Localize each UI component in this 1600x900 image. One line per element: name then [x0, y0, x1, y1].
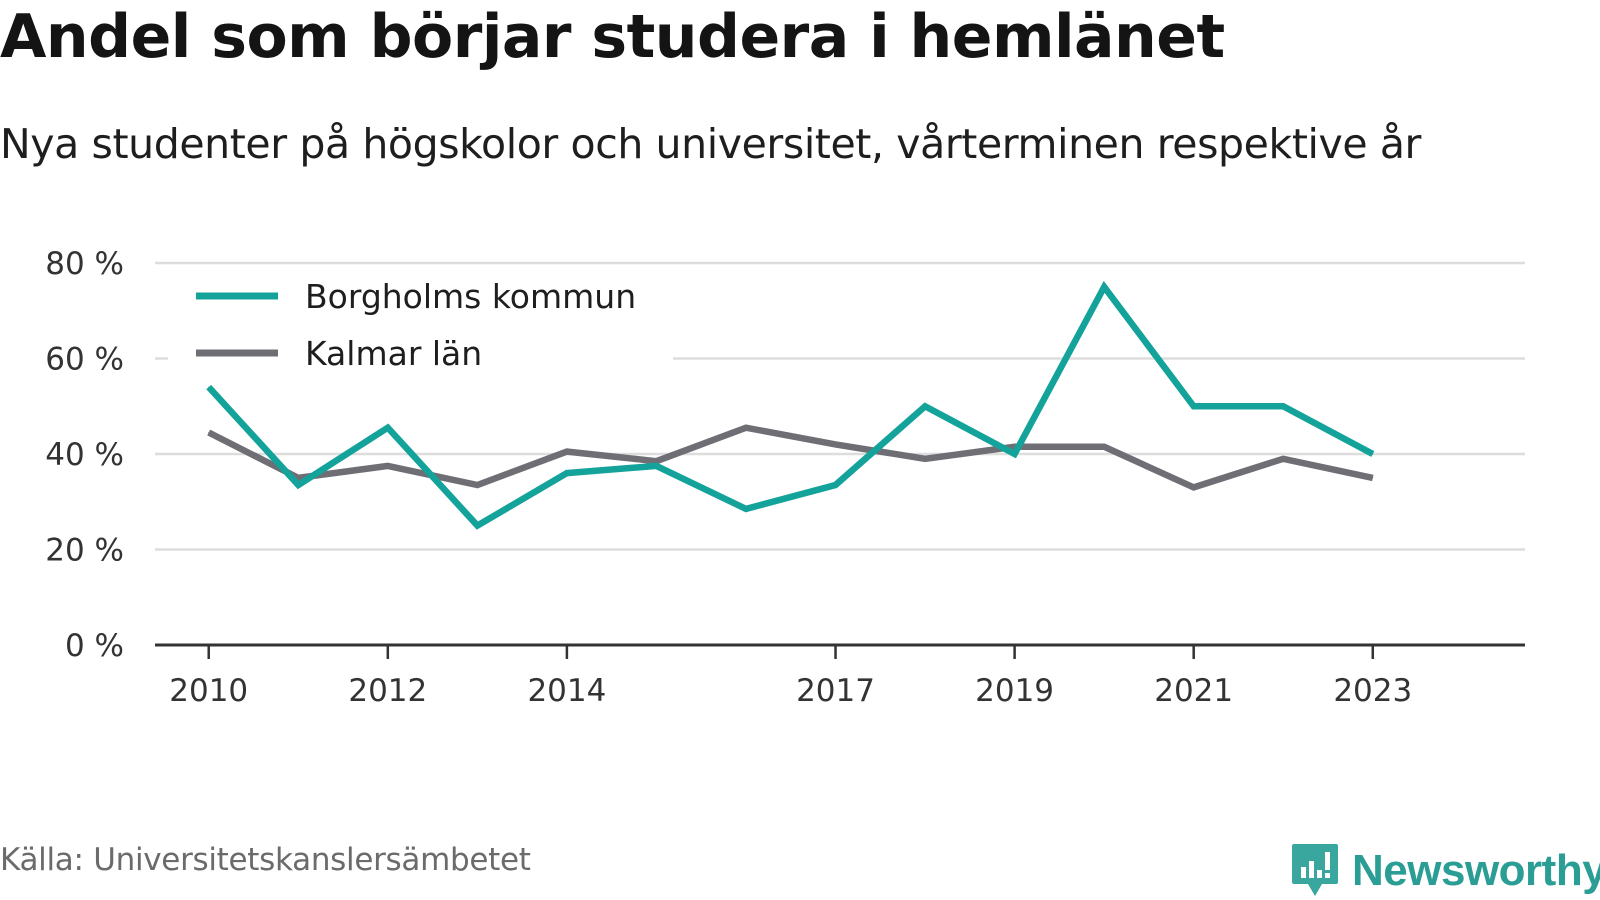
y-tick-label: 80 %	[45, 246, 124, 282]
data-point	[297, 477, 299, 479]
legend-label-borgholm: Borgholms kommun	[305, 277, 636, 316]
data-point	[1103, 286, 1105, 288]
data-point	[476, 484, 478, 486]
data-point	[566, 451, 568, 453]
x-tick-label: 2012	[348, 673, 427, 709]
data-point	[1282, 458, 1284, 460]
x-axis-ticks: 2010 2012 2014 2017 2019 2021 2023	[169, 645, 1412, 709]
data-point	[476, 525, 478, 527]
y-tick-label: 20 %	[45, 533, 124, 569]
data-point	[1372, 477, 1374, 479]
y-tick-label: 0 %	[65, 628, 124, 664]
chart-subtitle: Nya studenter på högskolor och universit…	[0, 120, 1421, 168]
data-point	[208, 386, 210, 388]
data-point	[924, 458, 926, 460]
data-point	[745, 427, 747, 429]
x-tick-label: 2014	[527, 673, 606, 709]
newsworthy-icon	[1292, 844, 1338, 896]
y-axis-ticks: 0 % 20 % 40 % 60 % 80 %	[45, 246, 124, 664]
data-point	[387, 465, 389, 467]
data-point	[1193, 486, 1195, 488]
data-point	[655, 465, 657, 467]
data-point	[387, 427, 389, 429]
data-point	[208, 432, 210, 434]
data-point	[1103, 446, 1105, 448]
y-tick-label: 60 %	[45, 342, 124, 378]
data-point	[1014, 453, 1016, 455]
data-point	[835, 443, 837, 445]
data-point	[745, 508, 747, 510]
chart-title: Andel som börjar studera i hemlänet	[0, 2, 1225, 72]
brand-name: Newsworthy	[1352, 846, 1600, 895]
series-line-borgholm	[206, 280, 1375, 530]
series-line-kalmar	[207, 424, 1374, 491]
source-note: Källa: Universitetskanslersämbetet	[0, 842, 531, 878]
x-tick-label: 2017	[796, 673, 875, 709]
data-point	[297, 484, 299, 486]
x-tick-label: 2023	[1333, 673, 1412, 709]
data-point	[1282, 405, 1284, 407]
x-tick-label: 2019	[975, 673, 1054, 709]
grid-lines	[155, 261, 1525, 647]
data-point	[1193, 405, 1195, 407]
y-tick-label: 40 %	[45, 437, 124, 473]
brand-logo: Newsworthy	[1290, 842, 1600, 900]
series-lines	[206, 280, 1375, 530]
data-point	[566, 472, 568, 474]
data-point	[655, 460, 657, 462]
x-tick-label: 2021	[1154, 673, 1233, 709]
data-point	[835, 484, 837, 486]
legend: Borgholms kommun Kalmar län	[168, 270, 673, 373]
legend-label-kalmar: Kalmar län	[305, 334, 482, 373]
x-tick-label: 2010	[169, 673, 248, 709]
data-point	[1372, 453, 1374, 455]
data-point	[924, 405, 926, 407]
